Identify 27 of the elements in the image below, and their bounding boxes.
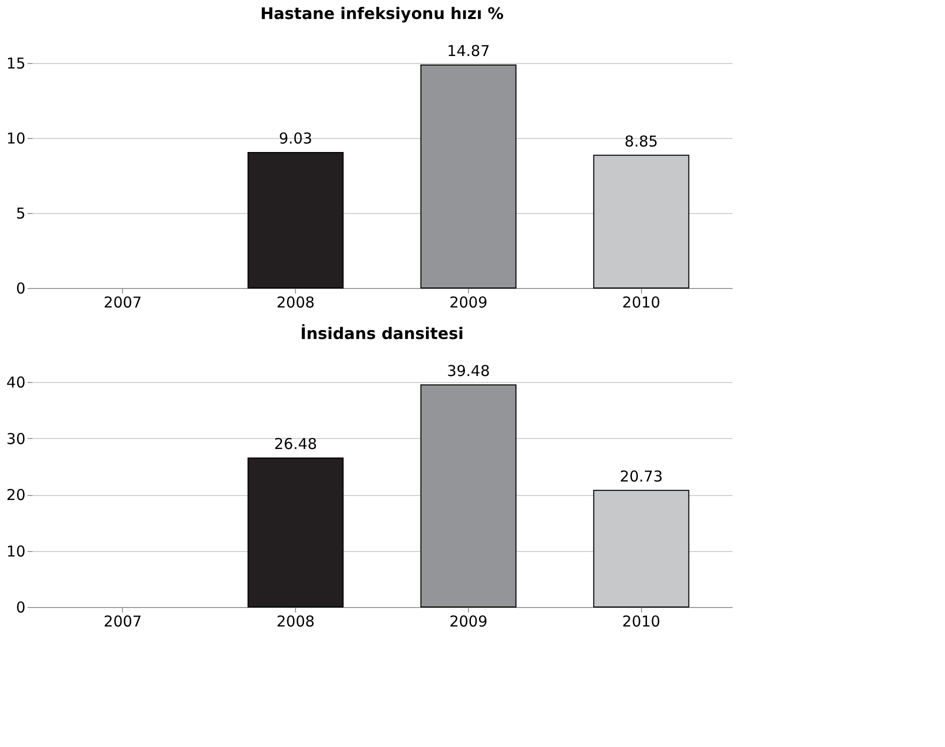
x-tick-label: 2007 <box>104 294 142 312</box>
y-tick-label: 40 <box>6 374 26 392</box>
y-tick-label: 5 <box>16 204 26 222</box>
x-tick-label: 2010 <box>622 612 660 630</box>
bar <box>248 458 344 608</box>
y-tick-label: 15 <box>6 54 26 72</box>
data-label: 9.03 <box>278 130 312 148</box>
y-tick-label: 0 <box>16 280 26 298</box>
x-tick-label: 2007 <box>104 612 142 630</box>
bar <box>248 152 344 288</box>
x-tick-label: 2008 <box>276 294 315 312</box>
y-tick-label: 10 <box>6 542 26 560</box>
x-tick-label: 2009 <box>449 612 488 630</box>
data-label: 20.73 <box>620 467 663 486</box>
chart-title: Hastane infeksiyonu hızı % <box>260 4 504 23</box>
data-label: 26.48 <box>274 435 318 454</box>
y-tick-label: 30 <box>6 430 26 448</box>
y-tick-label: 0 <box>16 598 26 616</box>
chart-title: İnsidans dansitesi <box>300 324 464 343</box>
data-label: 14.87 <box>446 42 490 60</box>
y-tick-label: 20 <box>6 486 26 504</box>
x-tick-label: 2009 <box>449 294 488 312</box>
x-tick-label: 2010 <box>622 294 660 312</box>
y-tick-label: 10 <box>6 130 26 148</box>
data-label: 39.48 <box>446 362 490 380</box>
x-tick-label: 2008 <box>276 612 315 630</box>
data-label: 8.85 <box>624 132 658 150</box>
